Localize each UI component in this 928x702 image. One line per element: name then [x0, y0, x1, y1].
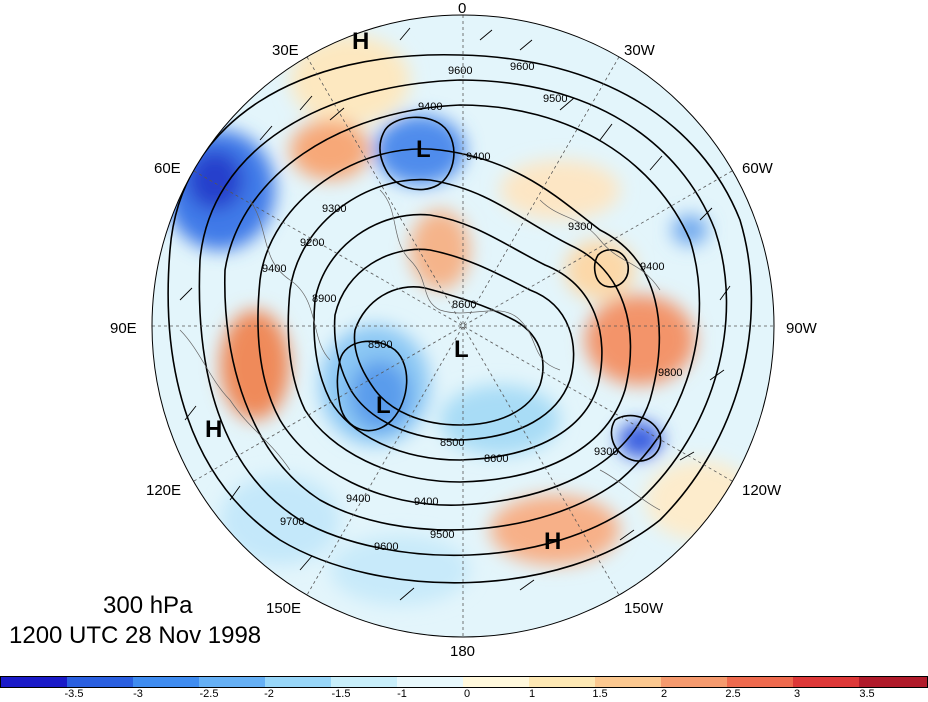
map-border	[151, 14, 775, 638]
lon-label-90w: 90W	[786, 320, 817, 337]
high-pressure-label: H	[205, 416, 223, 443]
contour-label: 9300	[322, 203, 346, 215]
colorbar-tick: 3	[793, 688, 801, 700]
lon-label-120e: 120E	[146, 482, 182, 499]
colorbar-tick: 1.5	[592, 688, 608, 700]
colorbar-tick: 0	[463, 688, 471, 700]
colorbar-tick: -2	[264, 688, 274, 700]
contour-label: 9400	[414, 496, 438, 508]
lon-label-30w: 30W	[624, 42, 655, 59]
colorbar-segment	[331, 676, 397, 688]
colorbar-segment	[67, 676, 133, 688]
contour-label: 8600	[484, 453, 508, 465]
colorbar-tick: -3	[133, 688, 143, 700]
contour-label: 9700	[280, 516, 304, 528]
coastlines	[179, 189, 661, 511]
colorbar-segment	[0, 676, 67, 688]
colorbar-segment	[595, 676, 661, 688]
contour-label: 9500	[543, 93, 567, 105]
colorbar-segment	[859, 676, 928, 688]
contour-label: 9800	[658, 367, 682, 379]
lon-label-60w: 60W	[742, 160, 773, 177]
contour-label: 9400	[262, 263, 286, 275]
anomaly-shading	[152, 15, 774, 637]
low-pressure-label: L	[416, 136, 431, 163]
contour-label: 8500	[368, 339, 392, 351]
colorbar-segment	[793, 676, 859, 688]
colorbar	[0, 676, 928, 688]
contour-label-group: 9600 9600 9500 9400 9400 9300 9300 9200 …	[262, 61, 682, 553]
lon-label-150e: 150E	[266, 600, 302, 617]
contour-label: 9300	[594, 446, 618, 458]
contour-label: 9600	[448, 65, 472, 77]
colorbar-tick: -3.5	[64, 688, 84, 700]
colorbar-tick: 3.5	[859, 688, 875, 700]
lon-label-30e: 30E	[272, 42, 299, 59]
colorbar-tick: -1.5	[331, 688, 351, 700]
low-pressure-label: L	[376, 392, 391, 419]
contour-label: 9300	[568, 221, 592, 233]
graticule	[152, 15, 774, 637]
colorbar-segment	[265, 676, 331, 688]
high-pressure-label: H	[544, 528, 562, 555]
colorbar-segment	[661, 676, 727, 688]
map-title-level: 300 hPa	[103, 592, 193, 619]
height-contours	[167, 53, 753, 584]
colorbar-segment	[463, 676, 529, 688]
colorbar-segment	[133, 676, 199, 688]
colorbar-segment	[727, 676, 793, 688]
lon-label-0: 0	[458, 0, 467, 17]
colorbar-segment	[199, 676, 265, 688]
contour-label: 9200	[300, 237, 324, 249]
colorbar-segment	[397, 676, 463, 688]
contour-label: 9400	[466, 151, 490, 163]
contour-label: 9400	[418, 101, 442, 113]
lon-label-90e: 90E	[110, 320, 137, 337]
colorbar-tick: -1	[397, 688, 407, 700]
low-pressure-label: L	[454, 336, 469, 363]
contour-label: 8500	[440, 437, 464, 449]
contour-label: 9600	[510, 61, 534, 73]
colorbar-tick: 2	[660, 688, 668, 700]
lon-label-180: 180	[450, 643, 476, 660]
lon-label-150w: 150W	[624, 600, 664, 617]
colorbar-segment	[529, 676, 595, 688]
high-pressure-label: H	[352, 28, 370, 55]
contour-label: 8900	[312, 293, 336, 305]
contour-label: 9400	[346, 493, 370, 505]
contour-label: 8600	[452, 299, 476, 311]
contour-label: 9500	[430, 529, 454, 541]
lon-label-60e: 60E	[154, 160, 181, 177]
colorbar-tick: 1	[528, 688, 536, 700]
contour-label: 9600	[374, 541, 398, 553]
colorbar-tick: -2.5	[199, 688, 219, 700]
map-title-time: 1200 UTC 28 Nov 1998	[9, 622, 262, 649]
contour-label: 9400	[640, 261, 664, 273]
colorbar-tick: 2.5	[725, 688, 741, 700]
wind-barbs	[179, 27, 731, 601]
lon-label-120w: 120W	[742, 482, 782, 499]
